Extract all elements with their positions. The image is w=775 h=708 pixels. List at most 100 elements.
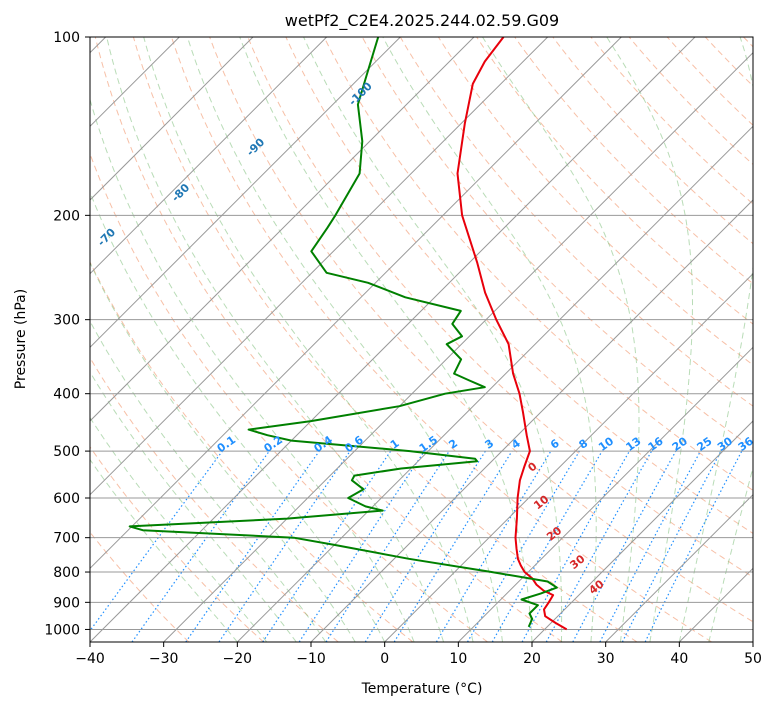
- mixing-ratio-label: 3: [483, 437, 497, 452]
- isotherm-line: [236, 125, 753, 642]
- mixing-ratio-line: [521, 450, 631, 642]
- mixing-ratio-line: [393, 450, 513, 642]
- dry-adiabat-label: 0: [525, 460, 539, 475]
- isotherm-line: [90, 37, 549, 496]
- isotherm-line: [384, 272, 753, 642]
- isotherm-line: [90, 37, 254, 201]
- dry-adiabat-label: 30: [567, 552, 587, 572]
- isotherm-line: [163, 51, 753, 642]
- dry-adiabats: [90, 37, 753, 642]
- moist-adiabat-line: [303, 37, 563, 642]
- dry-adiabat-label: 20: [544, 524, 564, 544]
- moist-adiabat-line: [143, 37, 474, 642]
- y-tick-label: 400: [53, 387, 80, 403]
- moist-adiabat-line: [239, 37, 533, 642]
- moist-adiabat-label: -80: [169, 181, 192, 204]
- mixing-ratio-line: [185, 450, 320, 642]
- moist-adiabat-label: -70: [95, 226, 118, 249]
- x-tick-label: −20: [223, 651, 253, 667]
- dry-adiabat-line: [94, 37, 563, 642]
- skewed-isotherms: [90, 37, 753, 642]
- moist-adiabat-line: [90, 320, 327, 642]
- dry-adiabat-line: [90, 152, 488, 642]
- x-tick-label: 0: [380, 651, 389, 667]
- mixing-ratio-line: [364, 450, 486, 642]
- y-tick-label: 700: [53, 531, 80, 547]
- x-axis-label: Temperature (°C): [361, 681, 483, 697]
- isotherm-line: [90, 37, 401, 349]
- mixing-ratio-line: [325, 450, 450, 642]
- moist-adiabat-line: [90, 416, 268, 642]
- dry-adiabat-line: [90, 260, 414, 642]
- mixing-ratio-label: 4: [509, 437, 523, 452]
- dry-adiabat-line: [285, 37, 753, 535]
- y-tick-label: 200: [53, 208, 80, 224]
- moist-adiabat-line: [382, 37, 597, 642]
- mixing-ratio-line: [218, 450, 351, 642]
- dry-adiabat-line: [132, 37, 638, 642]
- moist-adiabat-line: [678, 37, 753, 642]
- plot-frame: [89, 36, 754, 643]
- moist-adiabat-line: [606, 37, 693, 642]
- moist-adiabat-line: [90, 371, 297, 642]
- plot-area: 0.1 0.2 0.4 0.6 1 1.5 2 3 4 6 8 10 13 16 20 25 30 3601020…: [90, 37, 756, 642]
- mixing-ratio-line: [466, 450, 580, 642]
- dry-adiabat-line: [171, 37, 712, 642]
- dry-adiabat-line: [90, 446, 264, 642]
- mixing-ratio-label: 36: [736, 434, 756, 454]
- dry-adiabat-line: [514, 37, 753, 285]
- dry-adiabat-label: 10: [531, 492, 551, 512]
- mixing-ratio-lines: [90, 450, 743, 642]
- y-tick-label: 600: [53, 491, 80, 507]
- mixing-ratio-label: 2: [446, 437, 460, 452]
- x-tick-label: −40: [75, 651, 105, 667]
- isotherm-line: [678, 567, 753, 642]
- isotherm-line: [90, 37, 622, 570]
- moist-adiabat-line: [482, 37, 640, 642]
- isotherm-line: [605, 493, 753, 642]
- moist-adiabat-line: [90, 458, 238, 642]
- moist-adiabat-line: [186, 37, 503, 642]
- dry-adiabat-line: [590, 37, 753, 205]
- x-tick-label: 30: [597, 651, 615, 667]
- temperature-profile-line: [456, 37, 568, 631]
- isotherm-line: [752, 641, 753, 642]
- inline-line-labels: 0.1 0.2 0.4 0.6 1 1.5 2 3 4 6 8 10 13 16 20 25 30 3601020…: [95, 79, 756, 597]
- x-axis-ticks: −40 −30 −20 −10 0 10 20 30 40 50: [75, 642, 762, 667]
- y-axis-label: Pressure (hPa): [13, 289, 29, 389]
- isotherm-line: [90, 37, 328, 275]
- y-tick-label: 100: [53, 30, 80, 46]
- isotherm-line: [90, 37, 696, 642]
- dry-adiabat-line: [247, 37, 753, 578]
- moist-adiabat-line: [90, 190, 386, 642]
- mixing-ratio-label: 0.4: [312, 433, 336, 455]
- isotherm-line: [457, 346, 753, 642]
- pressure-gridlines: [90, 37, 753, 630]
- profile-lines: [128, 37, 568, 631]
- mixing-ratio-line: [90, 450, 223, 632]
- dewpoint-profile-line: [128, 37, 558, 628]
- isotherm-line: [90, 37, 475, 422]
- dry-adiabat-line: [90, 356, 339, 642]
- y-tick-label: 800: [53, 565, 80, 581]
- isotherm-line: [531, 420, 753, 642]
- x-tick-label: 10: [449, 651, 467, 667]
- moist-adiabat-line: [708, 465, 753, 642]
- moist-adiabat-line: [106, 37, 445, 642]
- mixing-ratio-label: 6: [548, 437, 562, 452]
- x-tick-label: −30: [149, 651, 179, 667]
- dry-adiabat-label: 40: [587, 577, 607, 597]
- chart-title: wetPf2_C2E4.2025.244.02.59.G09: [285, 11, 559, 31]
- mixing-ratio-line: [644, 450, 743, 642]
- y-tick-label: 900: [53, 595, 80, 611]
- mixing-ratio-line: [131, 450, 270, 642]
- dry-adiabat-line: [743, 37, 753, 48]
- moist-adiabat-label: -90: [244, 135, 267, 158]
- dry-adiabat-line: [209, 37, 753, 623]
- mixing-ratio-line: [262, 450, 392, 642]
- isotherm-line: [310, 199, 753, 642]
- mixing-ratio-line: [298, 450, 425, 642]
- dry-adiabat-line: [476, 37, 753, 325]
- x-tick-label: 50: [744, 651, 762, 667]
